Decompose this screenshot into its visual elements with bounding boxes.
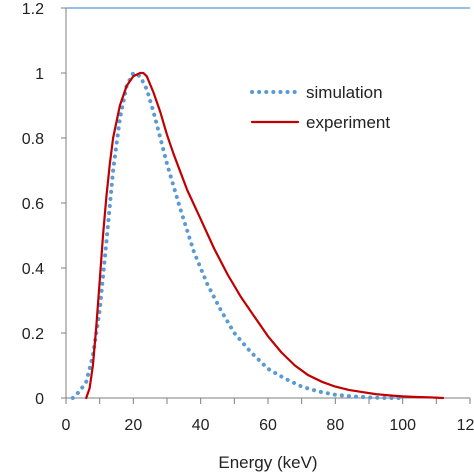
y-tick-label: 0.4 (22, 261, 44, 278)
y-tick-label: 1.2 (22, 1, 44, 18)
series-layer (70, 71, 445, 400)
x-tick-label: 0 (62, 417, 71, 434)
y-tick-label: 1 (35, 66, 44, 83)
axes (61, 7, 471, 404)
series-line-experiment (85, 71, 445, 400)
x-tick-label: 80 (326, 417, 344, 434)
legend-label-simulation: simulation (306, 83, 383, 102)
y-tick-label: 0.8 (22, 131, 44, 148)
x-axis-label: Energy (keV) (218, 453, 317, 472)
x-tick-label: 120 (457, 417, 474, 434)
legend-label-experiment: experiment (306, 113, 390, 132)
tick-labels: 0 0.2 0.4 0.6 0.8 1 1.2 0 20 40 60 80 100 120 (22, 1, 474, 434)
x-tick-label: 20 (124, 417, 142, 434)
x-tick-label: 100 (389, 417, 416, 434)
legend: simulation experiment (250, 83, 390, 132)
x-tick-label: 40 (192, 417, 210, 434)
x-tick-label: 60 (259, 417, 277, 434)
y-tick-label: 0 (35, 391, 44, 408)
y-tick-label: 0.2 (22, 326, 44, 343)
y-tick-label: 0.6 (22, 196, 44, 213)
series-line-simulation (70, 71, 405, 400)
